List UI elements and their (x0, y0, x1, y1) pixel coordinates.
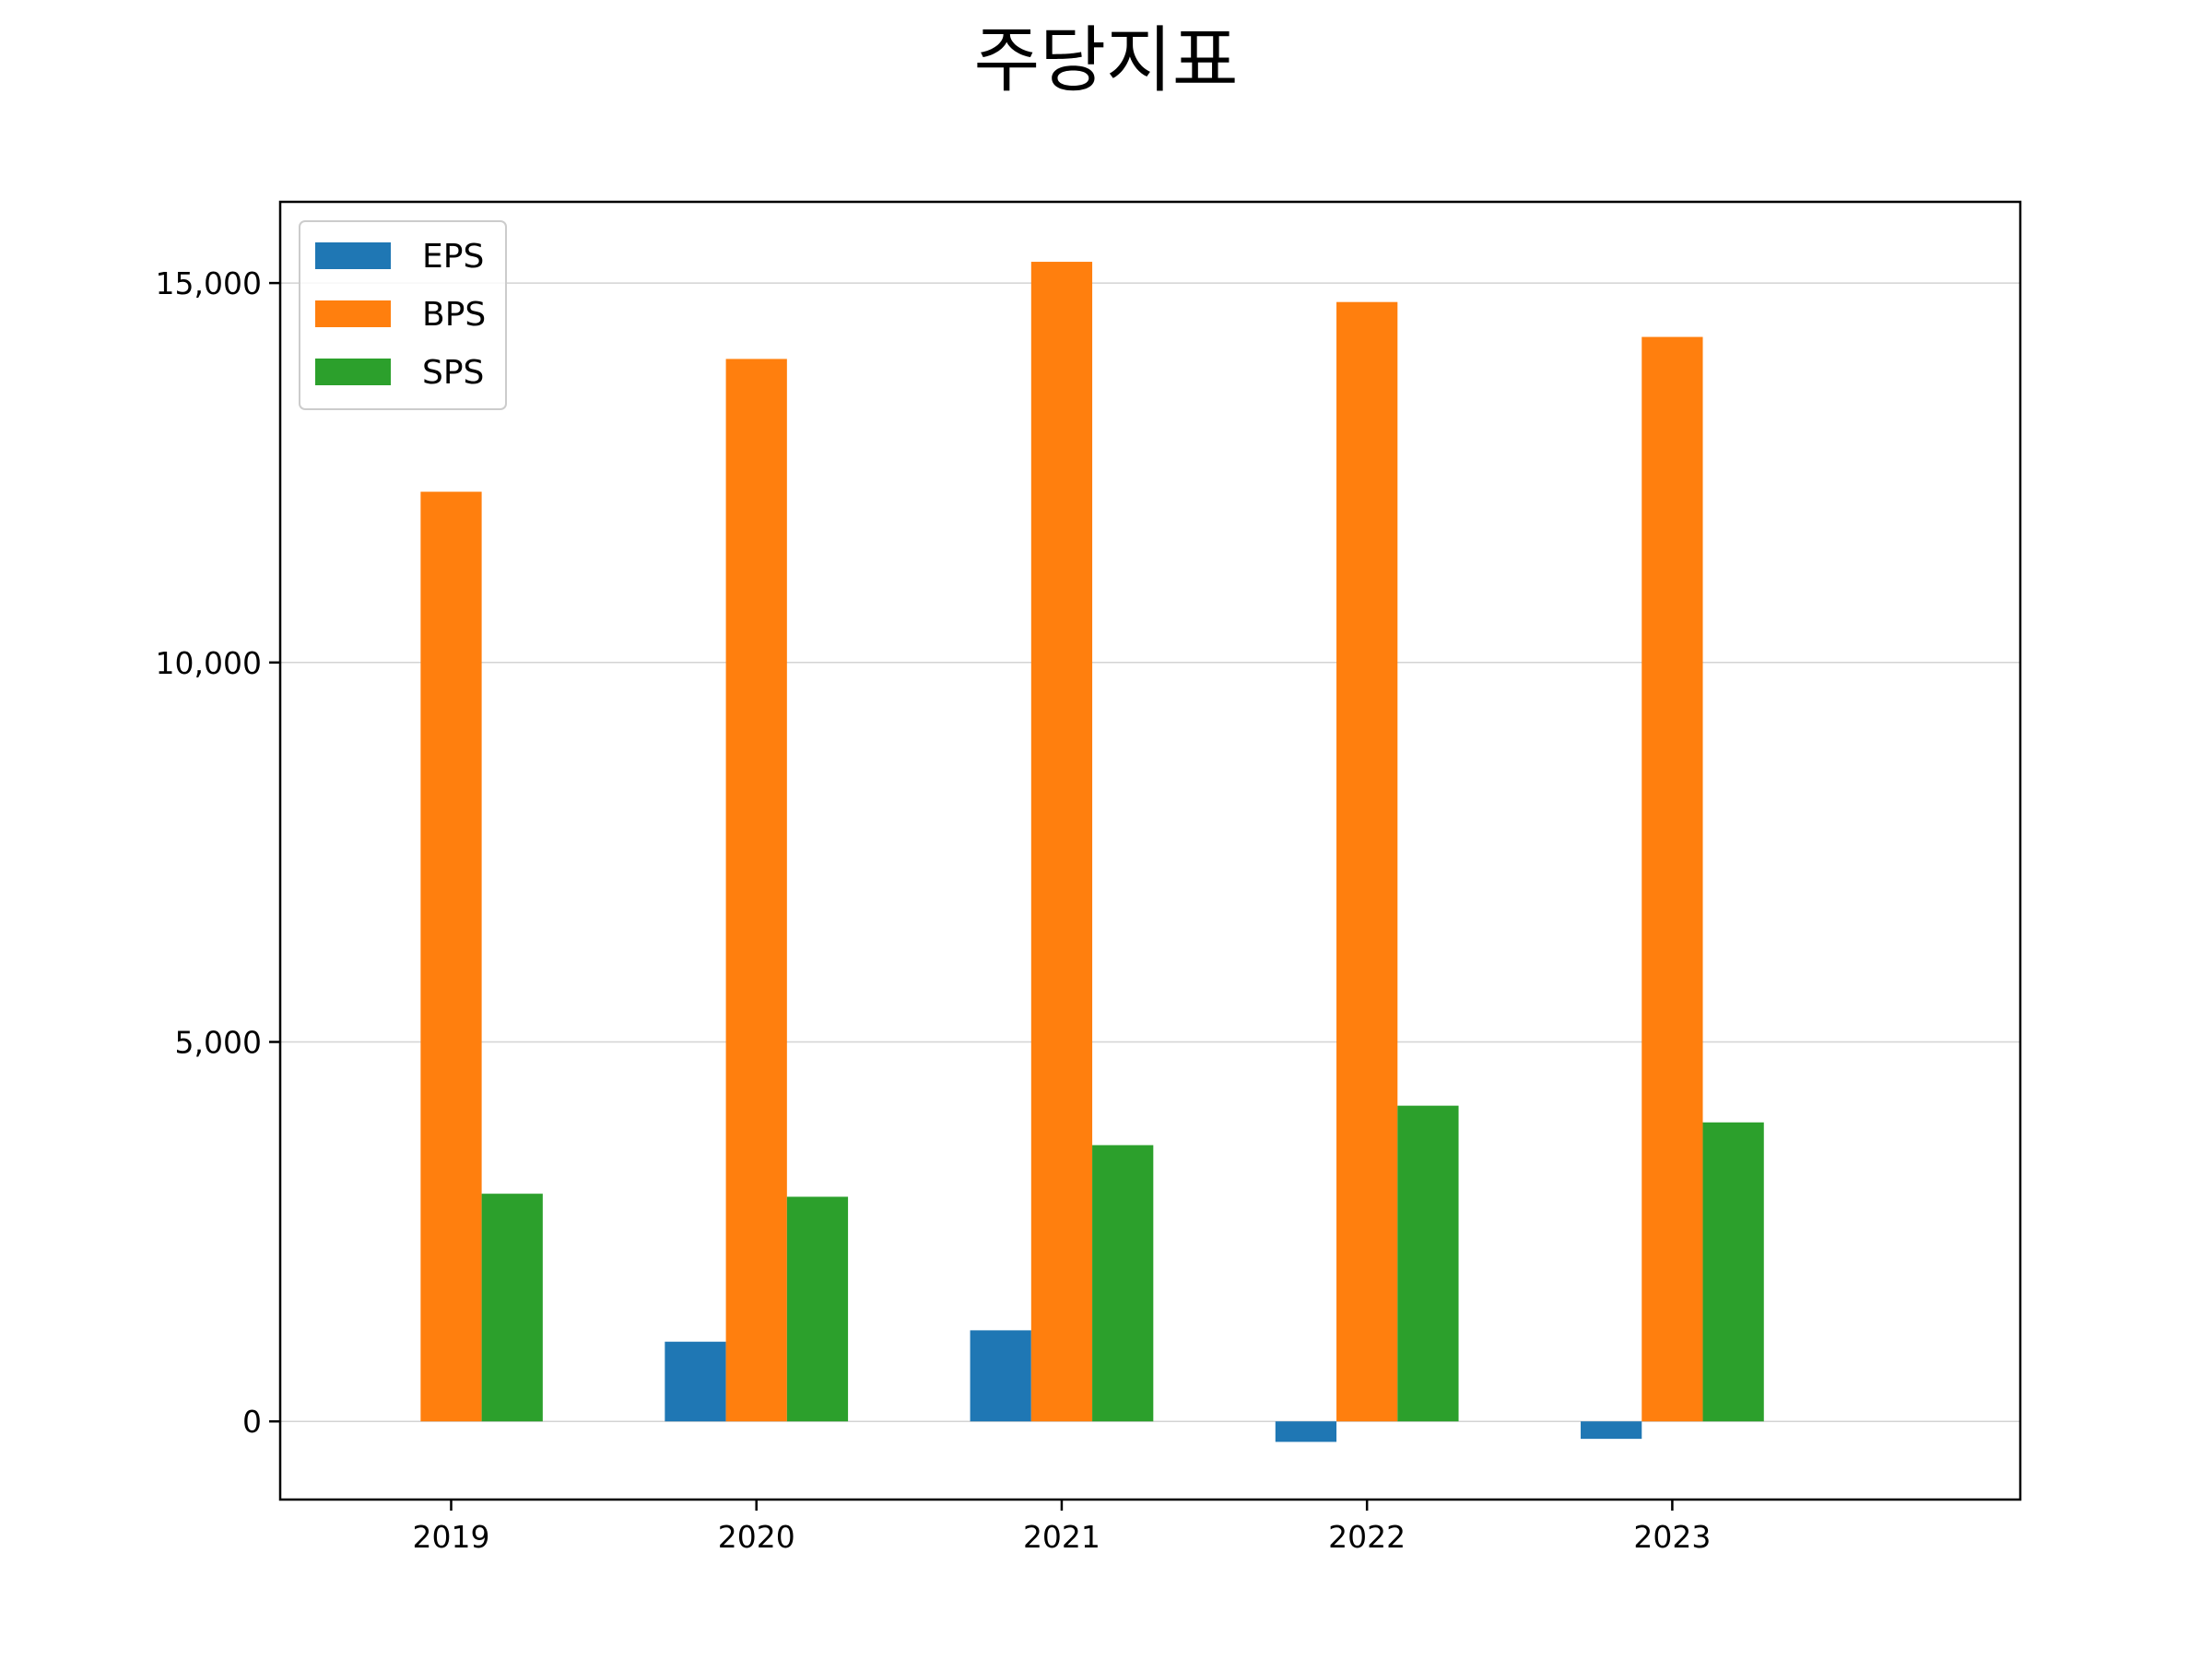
bar-bps-2023 (1641, 336, 1703, 1422)
legend-swatch-sps (315, 359, 391, 385)
y-tick-label: 10,000 (156, 645, 262, 681)
legend-label-sps: SPS (422, 354, 484, 392)
bar-bps-2019 (420, 491, 482, 1422)
bar-sps-2021 (1092, 1145, 1154, 1422)
x-tick-label-2023: 2023 (1633, 1519, 1711, 1555)
bar-bps-2022 (1336, 301, 1398, 1422)
y-axis: 0 5,000 10,000 15,000 (156, 265, 280, 1440)
bar-bps-2021 (1030, 262, 1093, 1422)
bars (420, 262, 1764, 1442)
bar-eps-2022 (1275, 1421, 1337, 1442)
y-tick-label: 15,000 (156, 265, 262, 301)
bar-sps-2020 (786, 1196, 849, 1422)
legend-label-eps: EPS (422, 238, 484, 276)
x-tick-label-2022: 2022 (1328, 1519, 1406, 1555)
bar-sps-2019 (481, 1194, 543, 1422)
legend-label-bps: BPS (422, 296, 486, 334)
legend-swatch-bps (315, 300, 391, 327)
bar-eps-2023 (1581, 1421, 1642, 1440)
chart-title: 주당지표 (973, 19, 1238, 102)
legend: EPS BPS SPS (299, 220, 507, 410)
bar-sps-2023 (1702, 1122, 1764, 1422)
legend-swatch-eps (315, 242, 391, 269)
plot-frame (278, 200, 2022, 1501)
y-tick-label: 5,000 (175, 1024, 262, 1060)
bar-eps-2021 (970, 1330, 1031, 1422)
bar-bps-2020 (725, 359, 787, 1422)
x-tick-label-2021: 2021 (1023, 1519, 1100, 1555)
legend-items: EPS BPS SPS (315, 238, 486, 392)
y-tick-label: 0 (242, 1404, 262, 1440)
bar-eps-2020 (665, 1341, 726, 1422)
bar-sps-2022 (1397, 1105, 1459, 1422)
x-axis: 2019 2020 2021 2022 2023 (412, 1500, 1711, 1555)
x-tick-label-2020: 2020 (718, 1519, 795, 1555)
x-tick-label-2019: 2019 (412, 1519, 489, 1555)
